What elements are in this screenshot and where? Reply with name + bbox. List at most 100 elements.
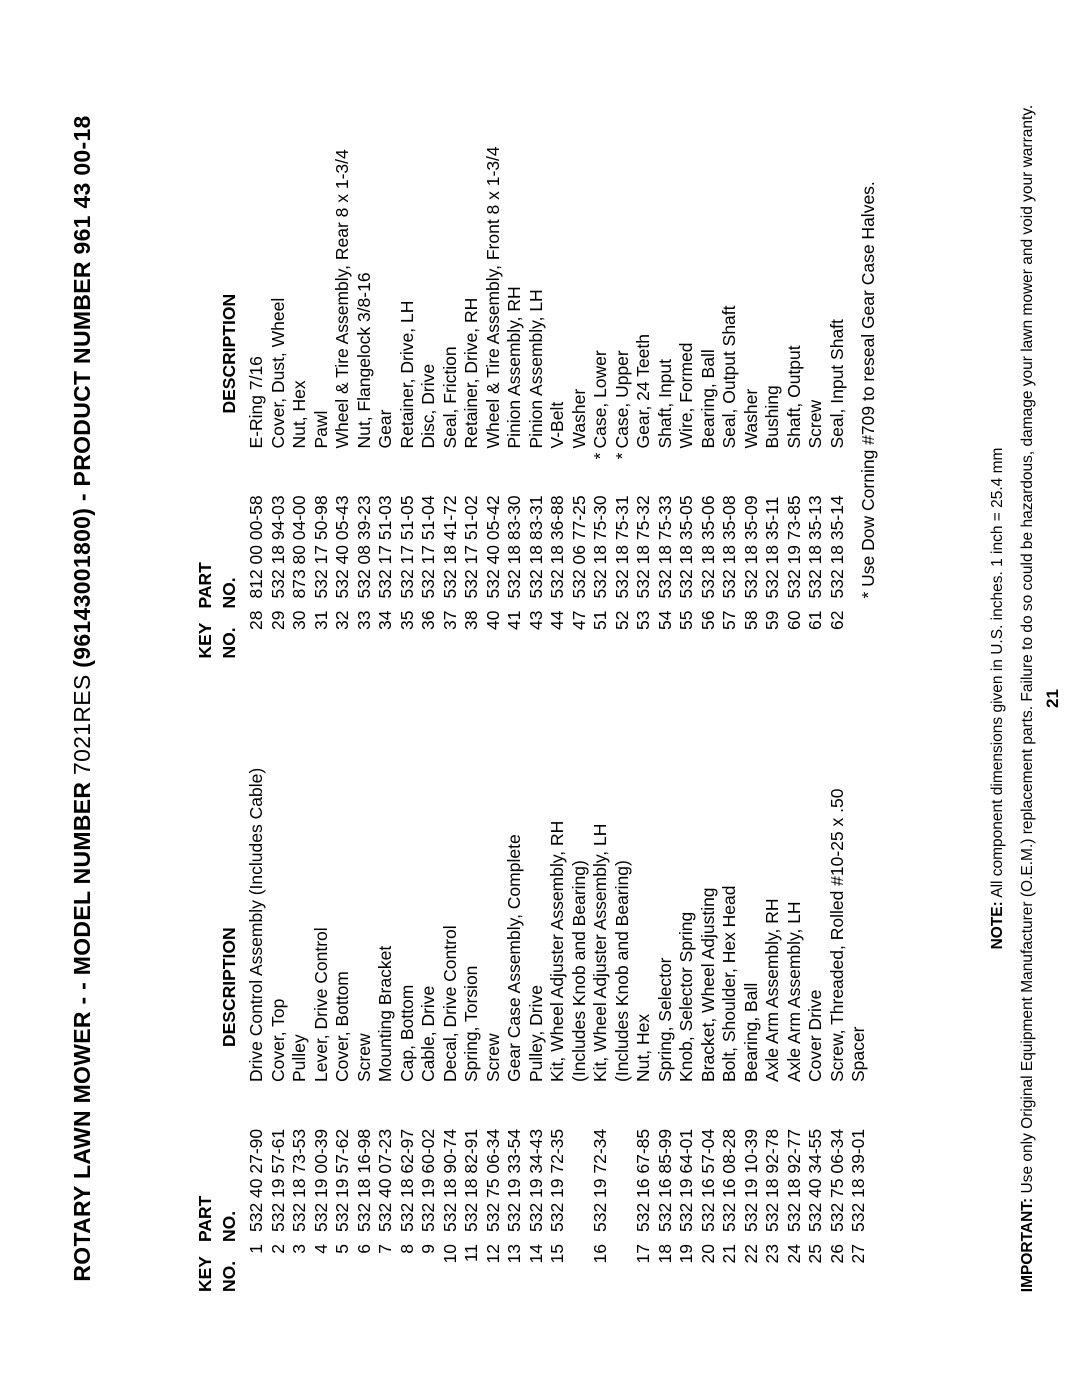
cell-key: 14 (526, 1232, 548, 1292)
cell-key: 34 (375, 599, 397, 659)
cell-desc: Pulley, Drive (526, 729, 548, 1083)
hdr-desc (195, 729, 217, 1108)
cell-part: 812 00 00-58 (246, 464, 268, 599)
cell-key: 26 (827, 1232, 849, 1292)
cell-key: 31 (311, 599, 333, 659)
cell-desc: Washer (569, 95, 591, 449)
cell-desc: Gear (375, 95, 397, 449)
cell-desc: Nut, Hex (289, 95, 311, 449)
important-line: IMPORTANT: Use only Original Equipment M… (1018, 0, 1037, 1397)
cell-key: 22 (741, 1232, 763, 1292)
cell-desc: Gear Case Assembly, Complete (504, 729, 526, 1083)
page-title: ROTARY LAWN MOWER - - MODEL NUMBER 7021R… (68, 0, 96, 1397)
cell-part: 532 18 75-31 (612, 464, 634, 599)
cell-star (827, 449, 849, 464)
cell-key: 21 (719, 1232, 741, 1292)
cell-key: 13 (504, 1232, 526, 1292)
cell-key: 37 (440, 599, 462, 659)
cell-key: 55 (676, 599, 698, 659)
cell-desc: Spring, Selector (655, 729, 677, 1083)
table-row: 34532 17 51-03Gear (375, 95, 397, 659)
cell-part: 532 18 39-01 (848, 1097, 870, 1232)
cell-desc: Screw (483, 729, 505, 1083)
cell-desc: Pawl (311, 95, 333, 449)
cell-part: 532 18 16-98 (354, 1097, 376, 1232)
cell-star (676, 1082, 698, 1097)
cell-part: 532 18 35-13 (805, 464, 827, 599)
cell-star (784, 449, 806, 464)
cell-desc: Retainer, Drive, RH (461, 95, 483, 449)
cell-star (547, 449, 569, 464)
cell-part: 532 18 82-91 (461, 1097, 483, 1232)
cell-desc: Lever, Drive Control (311, 729, 333, 1083)
table-row: 27532 18 39-01Spacer (848, 729, 870, 1293)
cell-star (762, 1082, 784, 1097)
cell-star (848, 1082, 870, 1097)
rotated-page: ROTARY LAWN MOWER - - MODEL NUMBER 7021R… (0, 0, 1080, 1397)
table-row: 30873 80 04-00Nut, Hex (289, 95, 311, 659)
cell-star (784, 1082, 806, 1097)
cell-part: 532 75 06-34 (827, 1097, 849, 1232)
table-row: 10532 18 90-74Decal, Drive Control (440, 729, 462, 1293)
cell-desc: Mounting Bracket (375, 729, 397, 1083)
cell-desc: Wheel & Tire Assembly, Front 8 x 1-3/4 (483, 95, 505, 449)
cell-part: 532 18 75-32 (633, 464, 655, 599)
table-row: 5532 19 57-62Cover, Bottom (332, 729, 354, 1293)
cell-star (805, 1082, 827, 1097)
table-row: 40532 40 05-42Wheel & Tire Assembly, Fro… (483, 95, 505, 659)
cell-star (332, 1082, 354, 1097)
cell-star (397, 449, 419, 464)
table-row: 35532 17 51-05Retainer, Drive, LH (397, 95, 419, 659)
cell-desc: Cover, Top (268, 729, 290, 1083)
hdr-desc: DESCRIPTION (219, 95, 241, 474)
cell-star (504, 1082, 526, 1097)
cell-key: 17 (633, 1232, 655, 1292)
cell-desc: Kit, Wheel Adjuster Assembly, LH (590, 729, 612, 1083)
table-row: 13532 19 33-54Gear Case Assembly, Comple… (504, 729, 526, 1293)
cell-part: 532 16 57-04 (698, 1097, 720, 1232)
cell-key: 8 (397, 1232, 419, 1292)
cell-part: 532 19 57-61 (268, 1097, 290, 1232)
cell-desc: Decal, Drive Control (440, 729, 462, 1083)
cell-star (354, 449, 376, 464)
cell-star (655, 449, 677, 464)
cell-star (805, 449, 827, 464)
cell-desc: Wire, Formed (676, 95, 698, 449)
cell-part: 532 18 35-11 (762, 464, 784, 599)
cell-key: 44 (547, 599, 569, 659)
cell-star (590, 1082, 612, 1097)
cell-star (676, 449, 698, 464)
table-row: 18532 16 85-99Spring, Selector (655, 729, 677, 1293)
cell-part: 532 18 35-09 (741, 464, 763, 599)
cell-part: 532 17 50-98 (311, 464, 333, 599)
cell-star (268, 449, 290, 464)
cell-key: 33 (354, 599, 376, 659)
cell-part: 532 18 35-08 (719, 464, 741, 599)
cell-star (246, 1082, 268, 1097)
cell-part: 532 40 34-55 (805, 1097, 827, 1232)
cell-part: 532 19 72-35 (547, 1097, 569, 1232)
table-row: 24532 18 92-77Axle Arm Assembly, LH (784, 729, 806, 1293)
cell-part: 532 18 92-78 (762, 1097, 784, 1232)
table-row: 28812 00 00-58E-Ring 7/16 (246, 95, 268, 659)
cell-part: 532 18 41-72 (440, 464, 462, 599)
cell-desc: Seal, Output Shaft (719, 95, 741, 449)
cell-star (526, 1082, 548, 1097)
hdr-desc (195, 95, 217, 474)
table-row: 32532 40 05-43Wheel & Tire Assembly, Rea… (332, 95, 354, 659)
cell-part (569, 1097, 591, 1232)
table-row: 17532 16 67-85Nut, Hex (633, 729, 655, 1293)
cell-part: 532 40 07-23 (375, 1097, 397, 1232)
cell-desc: Pinion Assembly, LH (526, 95, 548, 449)
cell-desc: Bolt, Shoulder, Hex Head (719, 729, 741, 1083)
cell-star (698, 449, 720, 464)
table-row: 36532 17 51-04Disc, Drive (418, 95, 440, 659)
cell-desc: (Includes Knob and Bearing) (612, 729, 634, 1083)
cell-key: 38 (461, 599, 483, 659)
cell-part: 532 19 73-85 (784, 464, 806, 599)
cell-desc: Disc, Drive (418, 95, 440, 449)
cell-key: 29 (268, 599, 290, 659)
table-row: 3532 18 73-53Pulley (289, 729, 311, 1293)
cell-star (526, 449, 548, 464)
cell-key: 28 (246, 599, 268, 659)
